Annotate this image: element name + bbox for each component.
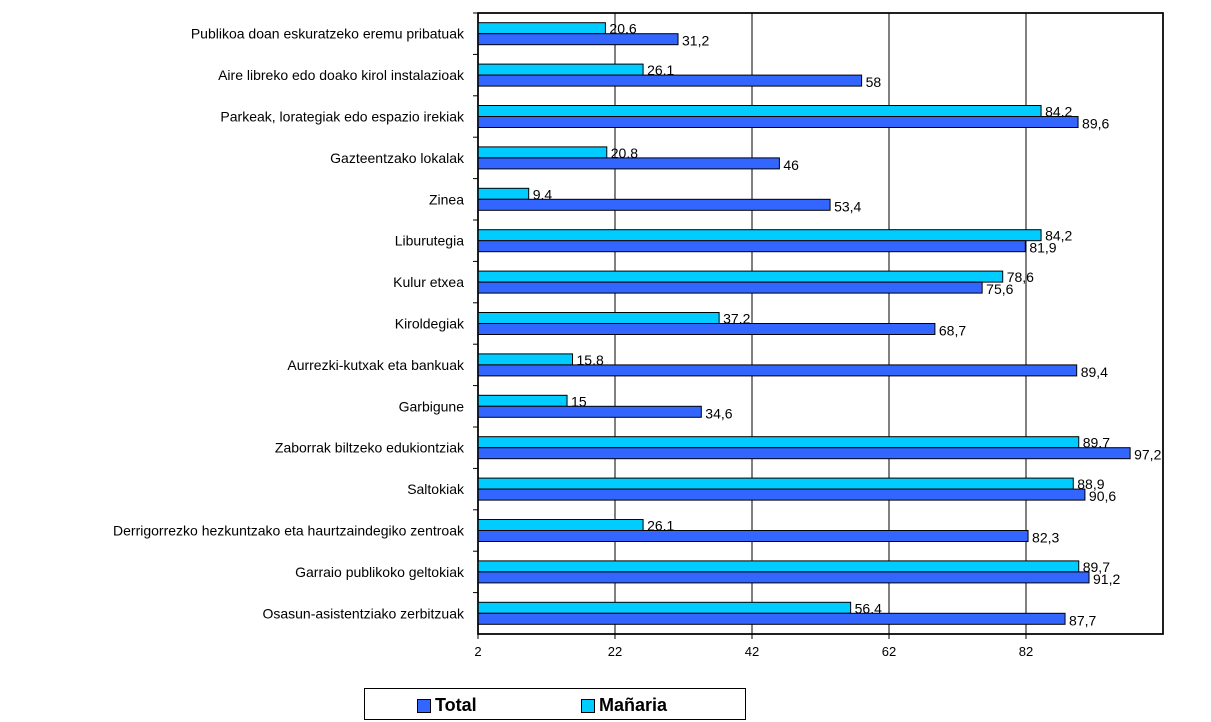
category-label: Kulur etxea bbox=[393, 274, 464, 290]
bar-manaria bbox=[478, 271, 1003, 282]
category-label: Zinea bbox=[429, 191, 464, 207]
data-label: 53,4 bbox=[834, 198, 861, 214]
category-label: Aire libreko edo doako kirol instalazioa… bbox=[218, 67, 465, 83]
data-label: 82,3 bbox=[1032, 530, 1059, 546]
category-label: Publikoa doan eskuratzeko eremu pribatua… bbox=[191, 26, 465, 42]
data-label: 90,6 bbox=[1089, 488, 1116, 504]
bar-manaria bbox=[478, 64, 643, 75]
bar-manaria bbox=[478, 188, 529, 199]
bar-manaria bbox=[478, 478, 1073, 489]
bar-manaria bbox=[478, 106, 1041, 117]
category-label: Kiroldegiak bbox=[395, 316, 465, 332]
category-label: Garbigune bbox=[399, 398, 465, 414]
bar-total bbox=[478, 241, 1025, 252]
legend: Total Mañaria bbox=[364, 688, 746, 720]
bar-manaria bbox=[478, 602, 851, 613]
bar-total bbox=[478, 365, 1077, 376]
x-tick-label: 62 bbox=[882, 644, 896, 659]
bar-manaria bbox=[478, 147, 607, 158]
data-label: 58 bbox=[866, 74, 882, 90]
data-label: 75,6 bbox=[986, 281, 1013, 297]
category-label: Gazteentzako lokalak bbox=[330, 150, 465, 166]
bar-total bbox=[478, 75, 862, 86]
category-label: Zaborrak biltzeko edukiontziak bbox=[275, 440, 465, 456]
bar-total bbox=[478, 613, 1065, 624]
bar-manaria bbox=[478, 395, 567, 406]
category-label: Liburutegia bbox=[395, 233, 464, 249]
data-label: 91,2 bbox=[1093, 571, 1120, 587]
legend-label-manaria: Mañaria bbox=[599, 695, 667, 716]
legend-item-total: Total bbox=[417, 695, 477, 716]
legend-swatch-manaria bbox=[581, 699, 595, 713]
data-label: 89,6 bbox=[1082, 116, 1109, 132]
x-tick-label: 42 bbox=[745, 644, 759, 659]
x-tick-label: 82 bbox=[1019, 644, 1033, 659]
category-label: Saltokiak bbox=[407, 481, 465, 497]
bar-total bbox=[478, 406, 701, 417]
data-label: 34,6 bbox=[705, 405, 732, 421]
bar-manaria bbox=[478, 520, 643, 531]
data-label: 87,7 bbox=[1069, 612, 1096, 628]
bar-total bbox=[478, 448, 1130, 459]
category-label: Aurrezki-kutxak eta bankuak bbox=[287, 357, 465, 373]
bar-total bbox=[478, 282, 982, 293]
data-label: 97,2 bbox=[1134, 447, 1161, 463]
bar-total bbox=[478, 117, 1078, 128]
bar-total bbox=[478, 324, 935, 335]
legend-item-manaria: Mañaria bbox=[581, 695, 667, 716]
bar-manaria bbox=[478, 230, 1041, 241]
bar-total bbox=[478, 158, 779, 169]
legend-label-total: Total bbox=[435, 695, 477, 716]
data-label: 46 bbox=[783, 157, 799, 173]
data-label: 31,2 bbox=[682, 33, 709, 49]
bar-total bbox=[478, 34, 678, 45]
bar-manaria bbox=[478, 561, 1079, 572]
bar-total bbox=[478, 489, 1085, 500]
category-label: Parkeak, lorategiak edo espazio irekiak bbox=[220, 109, 465, 125]
bar-manaria bbox=[478, 437, 1079, 448]
bar-manaria bbox=[478, 23, 605, 34]
bar-total bbox=[478, 199, 830, 210]
category-label: Garraio publikoko geltokiak bbox=[295, 564, 465, 580]
bar-total bbox=[478, 531, 1028, 542]
data-label: 68,7 bbox=[939, 323, 966, 339]
x-tick-label: 22 bbox=[608, 644, 622, 659]
data-label: 89,4 bbox=[1081, 364, 1108, 380]
bar-manaria bbox=[478, 313, 719, 324]
data-label: 81,9 bbox=[1029, 240, 1056, 256]
x-tick-label: 2 bbox=[474, 644, 481, 659]
bar-total bbox=[478, 572, 1089, 583]
category-label: Derrigorrezko hezkuntzako eta haurtzaind… bbox=[113, 523, 465, 539]
legend-swatch-total bbox=[417, 699, 431, 713]
bar-manaria bbox=[478, 354, 573, 365]
category-label: Osasun-asistentziako zerbitzuak bbox=[262, 605, 465, 621]
